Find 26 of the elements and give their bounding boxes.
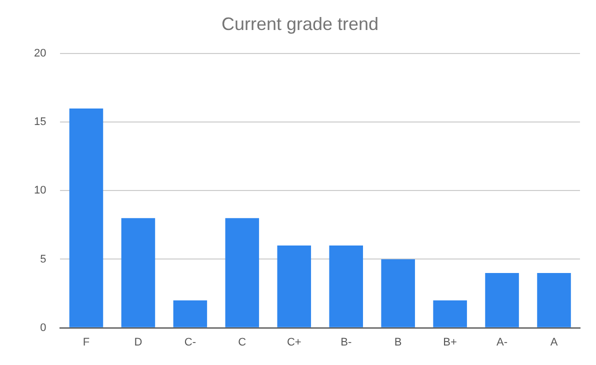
bar [537, 272, 571, 328]
y-tick-label: 20 [34, 48, 46, 60]
x-tick-label: B- [340, 336, 352, 348]
y-tick-label: 15 [34, 116, 46, 128]
bar [485, 272, 519, 328]
y-tick-label: 0 [40, 322, 46, 334]
bar [121, 218, 156, 328]
x-tick-label: B [394, 336, 402, 348]
bar [225, 218, 260, 328]
chart-title: Current grade trend [221, 14, 379, 34]
bar [173, 300, 208, 328]
x-tick-label: D [134, 336, 142, 348]
bar [277, 246, 312, 328]
x-tick-label: C [238, 336, 246, 348]
x-tick-label: A- [496, 336, 508, 348]
bar [433, 300, 467, 328]
y-tick-label: 10 [34, 184, 46, 197]
bar [69, 108, 104, 328]
x-tick-label: C+ [286, 336, 302, 348]
x-tick-label: A [550, 336, 558, 348]
y-tick-label: 5 [40, 253, 46, 266]
x-tick-label: C- [184, 336, 196, 348]
x-tick-label: B+ [443, 336, 457, 348]
bar [381, 259, 415, 328]
bar [329, 246, 363, 328]
x-tick-label: F [82, 336, 90, 348]
